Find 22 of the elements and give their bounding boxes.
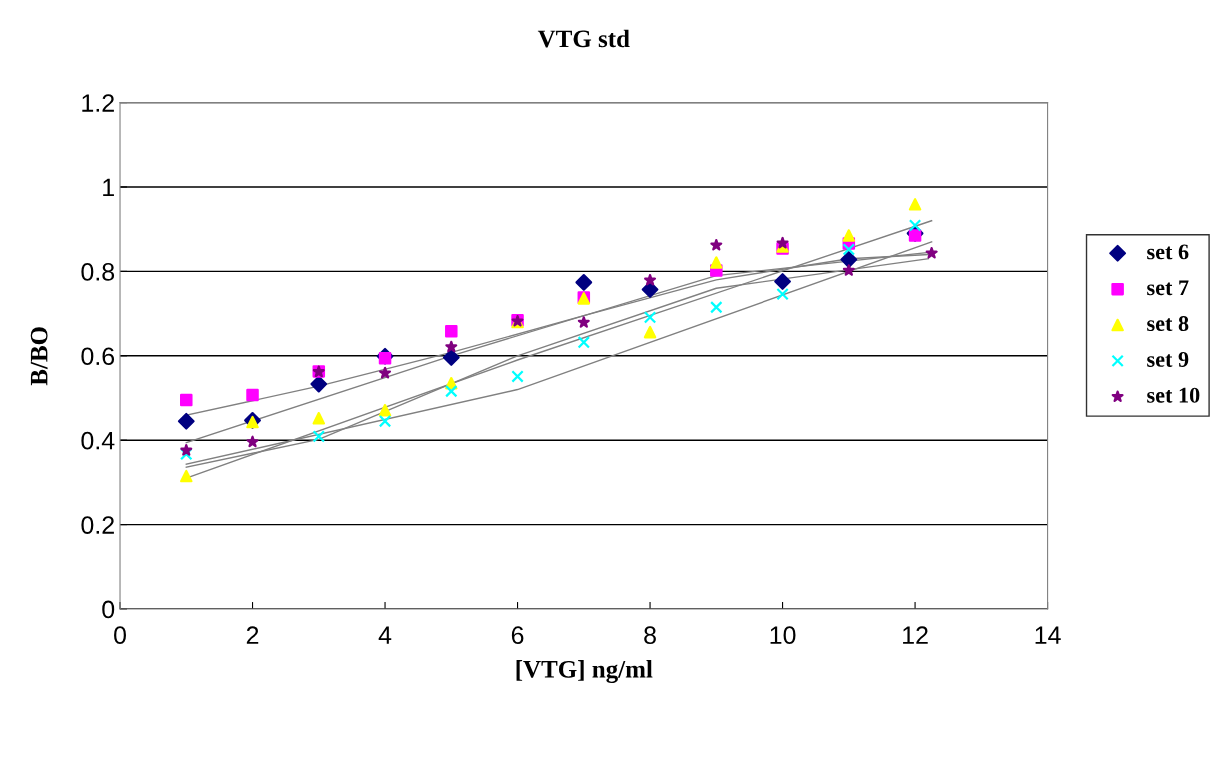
y-tick-label: 0.2 [81,516,114,534]
y-tick-label: 1.2 [82,94,114,112]
x-tick-label: 4 [378,626,392,644]
legend-label: set 6 [1147,244,1189,260]
legend-label: set 7 [1147,280,1189,296]
y-tick-label: 0 [102,600,115,619]
x-tick-label: 12 [903,626,928,644]
chart-title: VTG std [537,29,630,48]
y-tick-label: 0.6 [81,347,115,366]
x-tick-label: 6 [511,626,524,645]
x-tick-label: 10 [770,626,796,645]
y-axis-title: B/BO [30,327,48,386]
y-tick-label: 1 [103,178,114,197]
x-tick-label: 2 [246,626,259,644]
legend-label: set 9 [1147,351,1189,367]
legend-label: set 10 [1147,387,1200,403]
y-tick-label: 0.4 [81,431,115,450]
x-tick-label: 14 [1035,626,1061,644]
legend-label: set 8 [1147,316,1189,332]
x-axis-title: [VTG] ng/ml [516,660,653,683]
y-tick-label: 0.8 [81,262,115,281]
x-tick-label: 8 [644,626,656,645]
